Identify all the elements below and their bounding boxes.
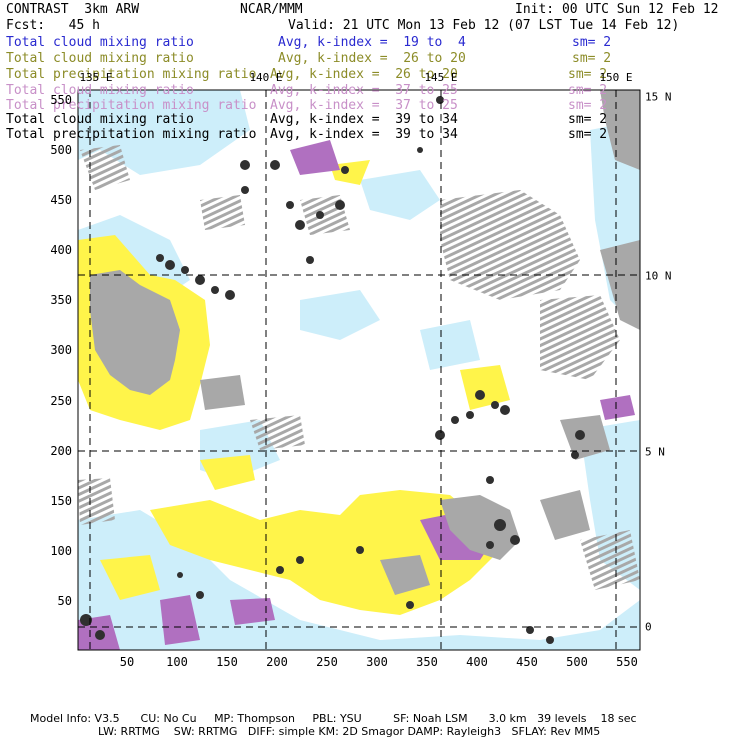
lat-label: 10 N — [645, 269, 672, 283]
y-tick-label: 50 — [57, 594, 72, 608]
legend-avg: Avg, k-index = 26 to 20 — [278, 51, 466, 66]
lat-label: 15 N — [645, 90, 672, 104]
x-tick-label: 300 — [366, 655, 388, 669]
lon-label: 150 E — [599, 71, 633, 84]
legend-avg: Avg, k-index = 37 to 25 — [270, 98, 458, 113]
x-tick-label: 150 — [216, 655, 238, 669]
legend-sm: sm= 2 — [568, 98, 608, 113]
y-tick-label: 550 — [50, 93, 72, 107]
x-tick-label: 100 — [166, 655, 188, 669]
legend-label: Total cloud mixing ratio — [6, 35, 194, 50]
legend-avg: Avg, k-index = 26 to 20 — [270, 67, 458, 82]
lat-label: 0 — [645, 620, 652, 634]
plot-frame — [77, 89, 641, 651]
legend-label: Total cloud mixing ratio — [6, 112, 194, 127]
model-info-line1: Model Info: V3.5 CU: No Cu MP: Thompson … — [30, 712, 637, 725]
x-tick-label: 250 — [316, 655, 338, 669]
legend-avg: Avg, k-index = 39 to 34 — [270, 112, 458, 127]
legend-sm: sm= 2 — [568, 127, 608, 142]
legend-label: Total precipitation mixing ratio — [6, 127, 257, 142]
lon-label: 145 E — [424, 71, 458, 84]
y-tick-label: 100 — [50, 544, 72, 558]
x-tick-label: 350 — [416, 655, 438, 669]
y-tick-label: 450 — [50, 193, 72, 207]
y-tick-label: 150 — [50, 494, 72, 508]
lat-lon-grid — [78, 90, 640, 650]
y-tick-label: 500 — [50, 143, 72, 157]
legend-sm: sm= 2 — [568, 112, 608, 127]
x-tick-label: 500 — [566, 655, 588, 669]
deep-convection-layer — [80, 96, 585, 644]
lon-label: 135 E — [79, 71, 113, 84]
legend-sm: sm= 2 — [572, 35, 612, 50]
model-title: CONTRAST 3km ARW — [6, 2, 140, 17]
y-tick-label: 350 — [50, 293, 72, 307]
init-time: Init: 00 UTC Sun 12 Feb 12 — [515, 2, 719, 17]
legend-label: Total cloud mixing ratio — [6, 83, 194, 98]
legend-label: Total precipitation mixing ratio — [6, 98, 257, 113]
valid-time: Valid: 21 UTC Mon 13 Feb 12 (07 LST Tue … — [288, 18, 680, 33]
y-tick-label: 250 — [50, 394, 72, 408]
y-tick-label: 400 — [50, 243, 72, 257]
forecast-hour: Fcst: 45 h — [6, 18, 100, 33]
model-info-line2: LW: RRTMG SW: RRTMG DIFF: simple KM: 2D … — [98, 725, 601, 738]
legend-sm: sm= 2 — [568, 83, 608, 98]
legend-avg: Avg, k-index = 19 to 4 — [278, 35, 466, 50]
lon-label: 140 E — [249, 71, 283, 84]
y-tick-label: 200 — [50, 444, 72, 458]
legend-sm: sm= 2 — [568, 67, 608, 82]
legend-sm: sm= 2 — [572, 51, 612, 66]
center-name: NCAR/MMM — [240, 2, 303, 17]
x-tick-label: 400 — [466, 655, 488, 669]
legend-avg: Avg, k-index = 37 to 25 — [270, 83, 458, 98]
x-tick-label: 550 — [616, 655, 638, 669]
legend-label: Total cloud mixing ratio — [6, 51, 194, 66]
x-tick-label: 50 — [119, 655, 135, 669]
x-tick-label: 450 — [516, 655, 538, 669]
legend-label: Total precipitation mixing ratio — [6, 67, 257, 82]
x-tick-label: 200 — [266, 655, 288, 669]
y-tick-label: 300 — [50, 343, 72, 357]
lat-label: 5 N — [645, 445, 665, 459]
legend-avg: Avg, k-index = 39 to 34 — [270, 127, 458, 142]
